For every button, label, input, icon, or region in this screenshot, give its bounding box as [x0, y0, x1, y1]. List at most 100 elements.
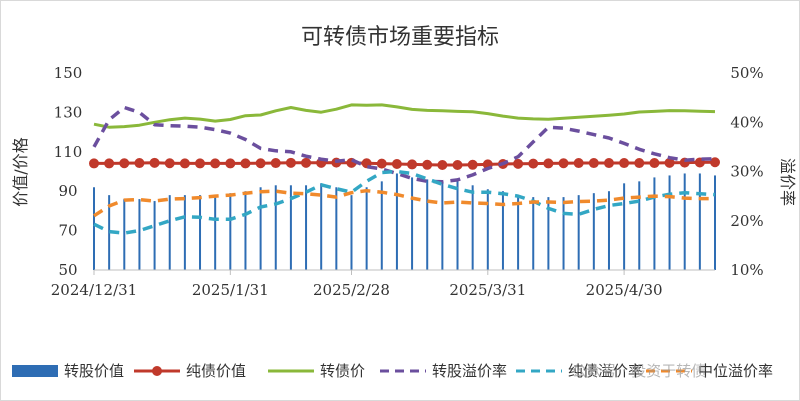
line-marker [391, 159, 402, 170]
line-marker [603, 158, 614, 169]
right-axis-tick-label: 50% [730, 64, 763, 82]
line-marker [437, 159, 448, 170]
right-axis-tick-label: 40% [730, 113, 763, 131]
bar [517, 195, 520, 270]
line-marker [528, 158, 539, 169]
bar [93, 187, 95, 270]
bar [683, 173, 686, 270]
bar [244, 191, 247, 270]
bar [320, 183, 323, 270]
legend: 转股价值 纯债价值 转债价 转股溢价率 纯债溢价率 中位溢价率 [12, 362, 773, 380]
line-marker [543, 158, 554, 169]
legend-label: 转股溢价率 [432, 362, 507, 380]
bar [592, 193, 595, 270]
bar [108, 195, 111, 270]
bar [486, 189, 489, 270]
left-axis-tick-label: 150 [54, 64, 83, 82]
line-marker [89, 158, 99, 169]
line-marker [422, 159, 433, 170]
bar [607, 191, 610, 270]
line-marker [240, 158, 251, 169]
bar [123, 199, 126, 270]
bar [562, 197, 565, 270]
bar [653, 177, 656, 270]
bar [698, 173, 701, 270]
legend-label: 纯债溢价率 [568, 362, 643, 380]
line-marker [588, 158, 599, 169]
line-marker [573, 158, 584, 169]
series-line [93, 103, 716, 129]
line-marker [467, 159, 478, 170]
bar [623, 183, 626, 270]
left-axis-tick-label: 70 [58, 222, 77, 240]
left-axis-tick-label: 90 [58, 182, 77, 200]
line-marker [513, 158, 524, 169]
line-marker [558, 158, 569, 169]
bar [289, 185, 292, 270]
line-marker [255, 158, 266, 169]
line-marker [710, 157, 720, 168]
bar [395, 173, 398, 270]
bar [441, 181, 444, 270]
series-line [93, 188, 715, 218]
bar [668, 175, 671, 270]
line-marker [452, 159, 463, 170]
line-marker [195, 158, 206, 169]
line-marker [270, 158, 281, 169]
line-marker [134, 158, 145, 169]
series-line [92, 105, 716, 184]
line-marker [634, 158, 645, 169]
bar [471, 185, 474, 270]
bar [214, 195, 217, 270]
bar [199, 195, 202, 270]
legend-label: 转债价 [320, 362, 365, 380]
line-marker [285, 157, 296, 168]
bar [380, 181, 383, 270]
axes-layer: 50 70 90 110 130 150 10% 20% 30% 40% 50% 2024/12/31… [51, 64, 764, 299]
bar [259, 187, 262, 270]
left-axis-tick-label: 110 [54, 143, 83, 161]
legend-label: 中位溢价率 [698, 362, 773, 380]
legend-marker [152, 366, 162, 376]
bar [335, 187, 338, 270]
right-axis-title: 溢价率 [778, 158, 797, 206]
bar [183, 195, 186, 270]
watermark: 公众号 · 投资于转债 [572, 362, 706, 380]
bar [532, 197, 535, 270]
x-axis-tick-label: 2025/2/28 [313, 281, 390, 299]
x-axis-tick-label: 2024/12/31 [51, 281, 137, 299]
x-axis-tick-label: 2025/4/30 [586, 281, 663, 299]
right-axis-tick-label: 10% [730, 261, 763, 279]
line-marker [179, 158, 190, 169]
bar [229, 193, 232, 270]
bars-layer [93, 173, 716, 270]
line-marker [649, 158, 660, 169]
bar [305, 185, 308, 270]
right-axis-tick-label: 20% [730, 212, 763, 230]
series-line [93, 169, 716, 235]
bar [426, 179, 429, 270]
bar [274, 185, 277, 270]
bar [714, 175, 716, 270]
line-marker [376, 158, 387, 169]
line-marker [104, 158, 115, 169]
bar [411, 177, 414, 270]
bar [350, 195, 353, 270]
bar [456, 181, 459, 270]
chart-title: 可转债市场重要指标 [301, 25, 499, 50]
left-axis-tick-label: 50 [58, 261, 77, 279]
lines-layer [89, 103, 720, 235]
bar [168, 195, 171, 270]
left-axis-tick-label: 130 [54, 103, 83, 121]
bar [547, 197, 550, 270]
line-marker [619, 158, 630, 169]
bar [365, 187, 368, 270]
line-marker [119, 158, 130, 169]
left-axis-title: 价值/价格 [11, 137, 30, 206]
x-axis-tick-label: 2025/1/31 [192, 281, 269, 299]
bar [153, 201, 156, 270]
line-marker [210, 158, 221, 169]
x-axis-tick-label: 2025/3/31 [449, 281, 526, 299]
line-marker [407, 159, 418, 170]
